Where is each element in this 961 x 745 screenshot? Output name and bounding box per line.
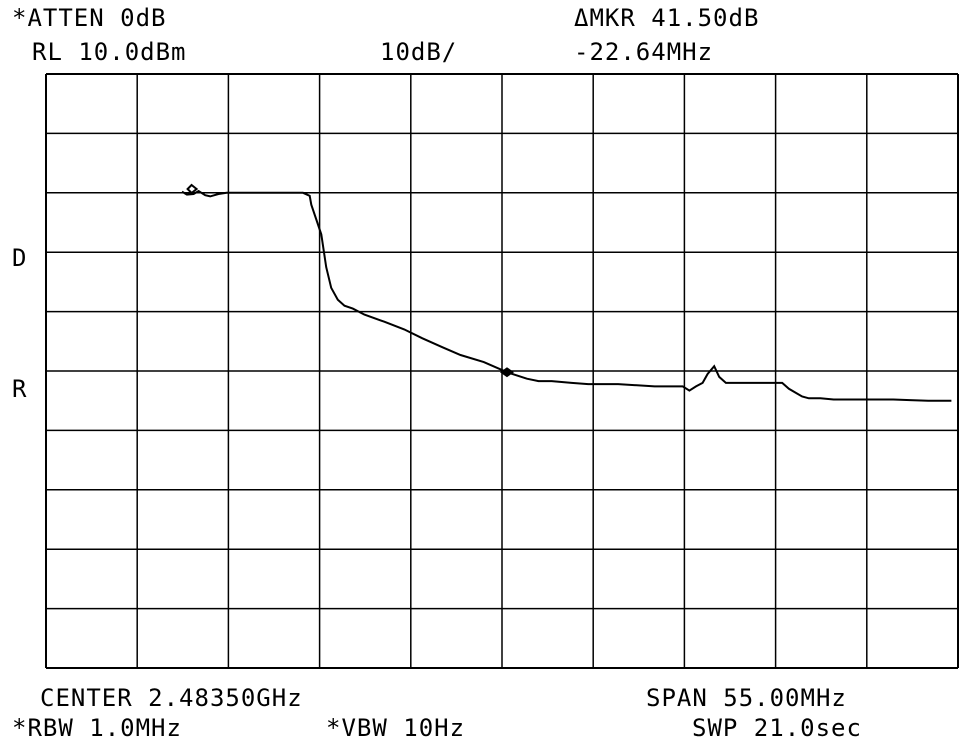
video-bandwidth-readout: *VBW 10Hz <box>326 714 466 742</box>
detector-label-d: D <box>12 244 28 272</box>
delta-marker-amplitude-readout: ΔMKR 41.50dB <box>574 4 760 32</box>
reference-level-readout: RL 10.0dBm <box>32 38 187 66</box>
graticule <box>45 73 959 669</box>
scale-readout: 10dB/ <box>380 38 458 66</box>
delta-marker <box>499 367 514 378</box>
spectrum-trace <box>181 189 952 402</box>
reference-marker <box>186 183 199 195</box>
attenuation-readout: *ATTEN 0dB <box>12 4 167 32</box>
delta-marker-frequency-readout: -22.64MHz <box>574 38 714 66</box>
detector-label-r: R <box>12 375 28 403</box>
markers-group <box>186 183 514 378</box>
center-frequency-readout: CENTER 2.48350GHz <box>40 684 303 712</box>
resolution-bandwidth-readout: *RBW 1.0MHz <box>12 714 182 742</box>
sweep-time-readout: SWP 21.0sec <box>692 714 862 742</box>
span-readout: SPAN 55.00MHz <box>646 684 847 712</box>
